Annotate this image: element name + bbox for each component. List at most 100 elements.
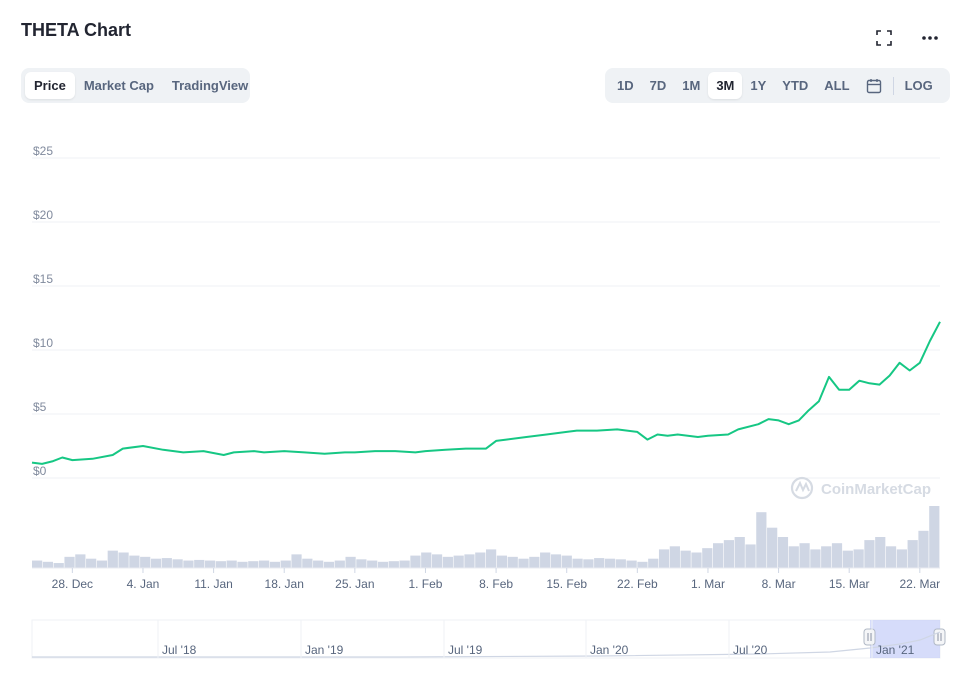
x-tick-label: 1. Feb [408, 577, 442, 591]
range-1d[interactable]: 1D [617, 78, 634, 93]
volume-bar [540, 552, 551, 568]
volume-bar [86, 558, 97, 568]
volume-bar [53, 563, 64, 568]
price-chart-svg: $0 $5 $10 $15 $20 $25 CoinMarketCap 28. Dec 4.… [31, 144, 946, 659]
y-tick-label: $5 [33, 400, 47, 414]
range-1m[interactable]: 1M [682, 78, 701, 93]
log-toggle[interactable]: LOG [904, 78, 933, 93]
navigator-tick-label: Jul '20 [733, 643, 768, 657]
y-axis-ticks: $0 $5 $10 $15 $20 $25 [33, 144, 53, 478]
range-ytd[interactable]: YTD [782, 78, 809, 93]
y-tick-label: $10 [33, 336, 53, 350]
top-actions [874, 28, 940, 48]
volume-bar [431, 554, 443, 568]
volume-bar [248, 561, 259, 568]
time-range-selector: 1D 7D 1M 3M 1Y YTD ALL LOG [605, 68, 950, 103]
range-1y[interactable]: 1Y [750, 78, 767, 93]
range-all[interactable]: ALL [824, 78, 850, 93]
volume-bar [150, 558, 162, 568]
x-axis-ticks: 28. Dec 4. Jan 11. Jan 18. Jan 25. Jan 1. Feb… [52, 568, 940, 591]
volume-bar [799, 543, 810, 568]
more-horizontal-icon[interactable] [920, 28, 940, 48]
volume-bar [399, 560, 410, 568]
volume-bar [388, 561, 399, 568]
separator [892, 76, 894, 95]
volume-bar [756, 512, 767, 568]
grid-lines [32, 157, 940, 479]
x-tick-label: 4. Jan [127, 577, 160, 591]
volume-bar [788, 546, 799, 568]
volume-bar [313, 560, 324, 568]
volume-bar [767, 527, 778, 568]
volume-bar [237, 561, 248, 568]
volume-bar [648, 558, 659, 568]
tab-tradingview[interactable]: TradingView [171, 78, 249, 93]
chart-title: THETA Chart [21, 20, 131, 40]
range-7d[interactable]: 7D [649, 78, 667, 93]
volume-bar [421, 552, 432, 568]
tab-price[interactable]: Price [25, 72, 75, 99]
volume-bar [64, 556, 75, 568]
navigator-handle-left[interactable] [863, 628, 876, 646]
volume-bar [734, 537, 745, 568]
x-tick-label: 8. Feb [479, 577, 513, 591]
navigator-handle-right[interactable] [933, 628, 946, 646]
x-tick-label: 22. Mar [899, 577, 940, 591]
volume-bar [821, 546, 832, 568]
volume-bar [96, 560, 108, 568]
volume-bar [583, 559, 594, 568]
calendar-icon[interactable] [858, 72, 890, 99]
volume-bar [615, 559, 626, 568]
volume-bar [669, 546, 680, 568]
price-line [31, 321, 941, 465]
watermark-text: CoinMarketCap [821, 481, 931, 498]
volume-bar [32, 560, 43, 568]
x-tick-label: 1. Mar [691, 577, 725, 591]
y-tick-label: $20 [33, 208, 53, 222]
x-tick-label: 18. Jan [265, 577, 304, 591]
range-3m[interactable]: 3M [708, 72, 743, 99]
x-tick-label: 22. Feb [617, 577, 658, 591]
volume-bar [356, 559, 367, 568]
tab-market-cap[interactable]: Market Cap [83, 78, 154, 93]
volume-bar [226, 560, 237, 568]
volume-bar [702, 548, 713, 568]
volume-bar [713, 543, 724, 568]
volume-bar [194, 559, 205, 568]
volume-bar [302, 558, 313, 568]
x-tick-label: 15. Mar [829, 577, 870, 591]
volume-bar [215, 561, 226, 568]
volume-bar [572, 558, 583, 568]
volume-bar [875, 537, 886, 568]
volume-bar [183, 560, 194, 568]
y-tick-label: $15 [33, 272, 53, 286]
navigator-selection[interactable] [870, 620, 940, 658]
volume-bar [323, 561, 335, 568]
volume-bar [907, 540, 918, 568]
volume-bar [345, 556, 356, 568]
volume-bar [129, 555, 140, 568]
volume-bar [885, 546, 897, 568]
watermark: CoinMarketCap [790, 476, 931, 500]
volume-bar [204, 560, 216, 568]
x-tick-label: 8. Mar [762, 577, 796, 591]
x-tick-label: 25. Jan [335, 577, 374, 591]
volume-bar [367, 560, 378, 568]
volume-bar [410, 555, 421, 568]
navigator-tick-label: Jan '20 [590, 643, 629, 657]
volume-bar [118, 552, 129, 568]
navigator-tick-label: Jul '18 [162, 643, 197, 657]
volume-bar [259, 560, 270, 568]
volume-bar [291, 554, 302, 568]
volume-bar [594, 558, 605, 568]
volume-bar [550, 554, 562, 568]
x-tick-label: 11. Jan [194, 577, 232, 591]
volume-bar [918, 530, 929, 568]
volume-bar [777, 537, 789, 568]
fullscreen-icon[interactable] [874, 28, 894, 48]
volume-bar [929, 506, 940, 568]
volume-bar [269, 561, 281, 568]
navigator[interactable]: Jul '18 Jan '19 Jul '19 Jan '20 Jul '20 Jan '… [31, 619, 946, 659]
volume-bar [842, 550, 853, 568]
volume-bar [626, 560, 637, 568]
